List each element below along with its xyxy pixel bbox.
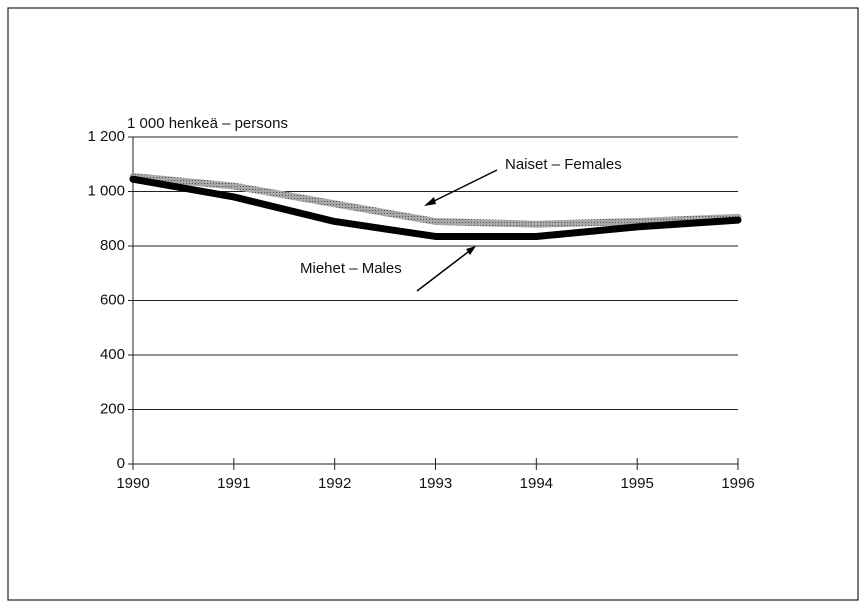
series-label: Miehet – Males bbox=[300, 260, 402, 277]
series-line bbox=[129, 173, 742, 228]
arrow-head bbox=[466, 246, 476, 255]
x-tick-label: 1990 bbox=[116, 475, 149, 492]
x-tick-label: 1993 bbox=[419, 475, 452, 492]
y-axis-label: 1 000 henkeä – persons bbox=[127, 115, 288, 132]
x-tick-label: 1996 bbox=[721, 475, 754, 492]
series-line bbox=[129, 175, 742, 240]
y-tick-label: 600 bbox=[100, 291, 125, 308]
frame bbox=[7, 7, 859, 601]
y-tick-label: 1 000 bbox=[87, 182, 125, 199]
arrow bbox=[416, 248, 473, 292]
x-tick-label: 1992 bbox=[318, 475, 351, 492]
x-tick-label: 1994 bbox=[520, 475, 553, 492]
y-tick-label: 0 bbox=[117, 455, 125, 472]
y-tick-label: 800 bbox=[100, 237, 125, 254]
y-tick-label: 200 bbox=[100, 400, 125, 417]
series-label: Naiset – Females bbox=[505, 156, 622, 173]
x-tick-label: 1991 bbox=[217, 475, 250, 492]
x-tick-label: 1995 bbox=[620, 475, 653, 492]
arrow bbox=[427, 169, 498, 205]
arrow-head bbox=[424, 197, 436, 206]
y-tick-label: 1 200 bbox=[87, 128, 125, 145]
y-tick-label: 400 bbox=[100, 346, 125, 363]
